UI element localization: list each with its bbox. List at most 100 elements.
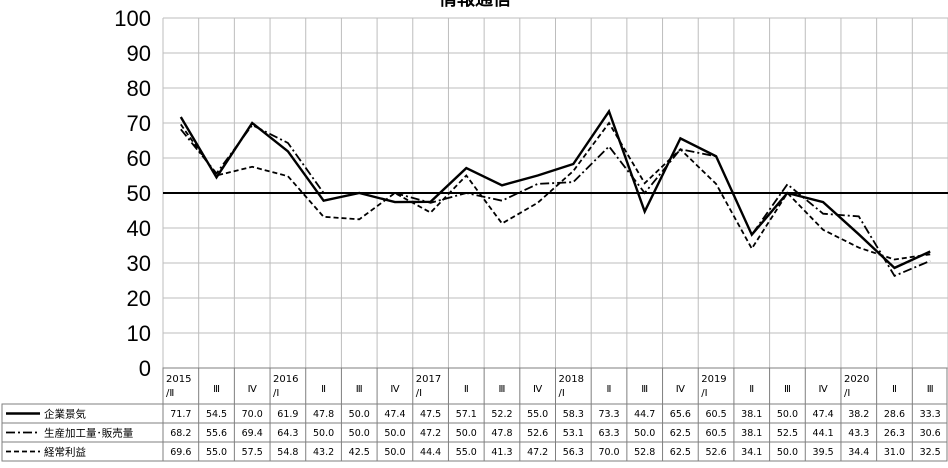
data-label: 44.1 <box>813 428 834 439</box>
y-tick-label: 20 <box>127 286 151 311</box>
data-label: 55.0 <box>527 409 548 420</box>
data-label: 53.1 <box>563 428 584 439</box>
data-label: 44.7 <box>634 409 655 420</box>
data-label: 68.2 <box>170 428 191 439</box>
data-label: 39.5 <box>813 447 834 458</box>
y-axis: 0 10 20 30 40 50 60 70 80 90 100 <box>114 6 151 381</box>
data-label: 57.5 <box>242 447 263 458</box>
y-tick-label: 50 <box>127 181 151 206</box>
data-label: 52.6 <box>527 428 548 439</box>
data-label: 50.0 <box>349 409 370 420</box>
data-label: 47.8 <box>313 409 334 420</box>
y-tick-label: 80 <box>127 76 151 101</box>
data-label: 32.5 <box>920 447 941 458</box>
data-label: 50.0 <box>777 409 798 420</box>
category-label: Ⅳ <box>818 384 828 395</box>
data-label: 60.5 <box>705 428 726 439</box>
category-label: /Ⅰ <box>273 388 279 399</box>
table-frame <box>1 403 948 462</box>
data-label: 38.1 <box>741 428 762 439</box>
data-label: 55.0 <box>456 447 477 458</box>
category-label: /Ⅰ <box>416 388 422 399</box>
series-lines <box>179 108 931 278</box>
category-label: /Ⅰ <box>844 388 850 399</box>
data-label: 50.0 <box>349 428 370 439</box>
data-label: 34.1 <box>741 447 762 458</box>
data-label: 43.2 <box>313 447 334 458</box>
data-label: 54.5 <box>206 409 227 420</box>
series-line <box>179 108 931 270</box>
category-label: Ⅱ <box>892 384 897 395</box>
category-label: Ⅲ <box>641 384 648 395</box>
category-label: 2015 <box>166 374 191 385</box>
y-tick-label: 0 <box>139 356 151 381</box>
category-label: Ⅲ <box>213 384 220 395</box>
data-label: 47.2 <box>527 447 548 458</box>
data-label: 70.0 <box>242 409 263 420</box>
category-label: 2016 <box>273 374 298 385</box>
data-label: 60.5 <box>705 409 726 420</box>
data-label: 62.5 <box>670 428 691 439</box>
data-label: 57.1 <box>456 409 477 420</box>
category-label: Ⅳ <box>533 384 543 395</box>
grid <box>162 17 948 369</box>
data-label: 50.0 <box>384 447 405 458</box>
data-label: 73.3 <box>598 409 619 420</box>
data-label: 54.8 <box>277 447 298 458</box>
data-label: 47.5 <box>420 409 441 420</box>
category-label: Ⅳ <box>676 384 686 395</box>
category-label: Ⅱ <box>749 384 754 395</box>
y-tick-label: 30 <box>127 251 151 276</box>
data-label: 26.3 <box>884 428 905 439</box>
category-label: Ⅲ <box>499 384 506 395</box>
series-line <box>180 121 931 261</box>
data-label: 52.6 <box>705 447 726 458</box>
data-label: 30.6 <box>920 428 941 439</box>
data-label: 38.2 <box>848 409 869 420</box>
data-label: 65.6 <box>670 409 691 420</box>
data-label: 52.5 <box>777 428 798 439</box>
data-label: 38.1 <box>741 409 762 420</box>
data-label: 50.0 <box>777 447 798 458</box>
category-label: Ⅲ <box>784 384 791 395</box>
data-label: 47.8 <box>491 428 512 439</box>
y-tick-label: 40 <box>127 216 151 241</box>
legend-label: 経常利益 <box>44 446 86 459</box>
data-label: 34.4 <box>848 447 869 458</box>
category-label: Ⅱ <box>607 384 612 395</box>
category-label: Ⅳ <box>248 384 258 395</box>
data-label: 31.0 <box>884 447 905 458</box>
data-label: 47.4 <box>813 409 834 420</box>
data-label: 28.6 <box>884 409 905 420</box>
data-label: 52.2 <box>491 409 512 420</box>
y-tick-label: 60 <box>127 146 151 171</box>
category-label: Ⅳ <box>390 384 400 395</box>
data-label: 43.3 <box>848 428 869 439</box>
series-line <box>180 123 931 278</box>
data-label: 69.4 <box>242 428 263 439</box>
category-label: Ⅱ <box>321 384 326 395</box>
data-label: 55.0 <box>206 447 227 458</box>
data-table: 2015/Ⅱ Ⅲ Ⅳ 2016/Ⅰ Ⅱ Ⅲ Ⅳ 2017/Ⅰ Ⅱ Ⅲ Ⅳ 2018/Ⅰ Ⅱ Ⅲ Ⅳ 2019 /… <box>1 367 948 462</box>
data-label: 69.6 <box>170 447 191 458</box>
data-label: 50.0 <box>384 428 405 439</box>
y-tick-label: 90 <box>127 41 151 66</box>
category-label: 2017 <box>416 374 441 385</box>
category-label: /Ⅱ <box>166 388 174 399</box>
y-tick-label: 100 <box>114 6 151 31</box>
data-label: 44.4 <box>420 447 441 458</box>
data-label: 47.4 <box>384 409 405 420</box>
category-label: Ⅲ <box>356 384 363 395</box>
legend-label: 生産加工量･販売量 <box>44 427 134 440</box>
category-label: Ⅱ <box>464 384 469 395</box>
data-label: 52.8 <box>634 447 655 458</box>
data-label: 63.3 <box>598 428 619 439</box>
category-label: Ⅲ <box>927 384 934 395</box>
category-label: /Ⅰ <box>701 388 707 399</box>
category-label: 2018 <box>559 374 584 385</box>
data-label: 33.3 <box>920 409 941 420</box>
data-label: 55.6 <box>206 428 227 439</box>
data-label: 41.3 <box>491 447 512 458</box>
data-label: 64.3 <box>277 428 298 439</box>
